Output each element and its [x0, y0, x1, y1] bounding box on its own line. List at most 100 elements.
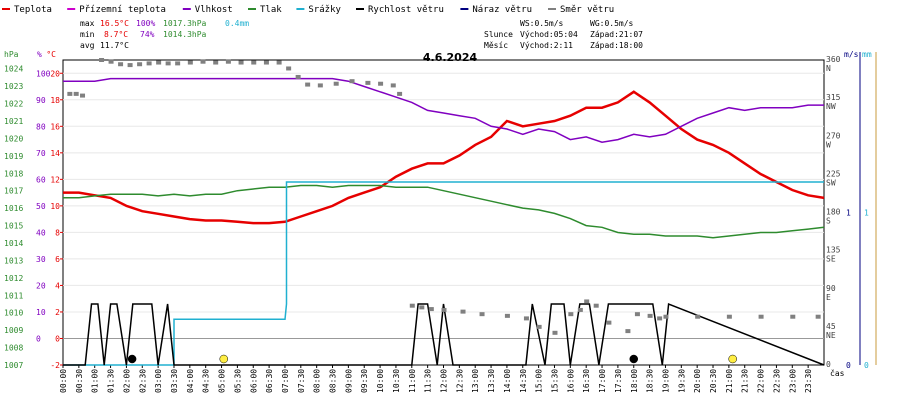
moon-label: Měsíc — [484, 41, 508, 50]
x-tick-label: 23:30 — [804, 369, 813, 393]
wind-dir-point — [606, 320, 612, 325]
wind-dir-compass-label: SW — [826, 178, 836, 187]
x-tick-label: 05:30 — [233, 369, 242, 393]
moonrise-marker — [127, 354, 137, 364]
wind-dir-point — [118, 62, 124, 67]
legend-item: Vlhkost — [195, 5, 233, 15]
wind-dir-point — [127, 63, 133, 68]
temperature-tick-label: 12 — [50, 175, 60, 184]
wind-dir-point — [577, 307, 583, 312]
wind-dir-point — [317, 83, 323, 88]
x-tick-label: 12:30 — [455, 369, 464, 393]
wind-dir-point — [695, 314, 701, 319]
wind-dir-point — [726, 314, 732, 319]
x-tick-label: 13:30 — [487, 369, 496, 393]
sunset-marker — [728, 354, 737, 364]
wind-dir-compass-label: N — [826, 64, 831, 73]
x-tick-label: 10:00 — [376, 369, 385, 393]
x-tick-label: 01:00 — [91, 369, 100, 393]
x-tick-label: 16:30 — [582, 369, 591, 393]
wind-dir-tick-label: 0 — [826, 360, 831, 369]
wind-tick-label: 1 — [846, 209, 851, 218]
wind-dir-point — [165, 61, 171, 66]
stats-block: max 16.5°C 100% 1017.3hPa 0.4mm min 8.7°… — [80, 19, 249, 50]
wind-dir-point — [156, 60, 162, 65]
x-tick-label: 17:00 — [598, 369, 607, 393]
wind-dir-tick-label: 45 — [826, 322, 836, 331]
temperature-tick-label: 16 — [50, 122, 60, 131]
pressure-tick-label: 1012 — [4, 274, 23, 283]
stat-min-temp: 8.7°C — [104, 30, 128, 39]
humidity-tick-label: 80 — [36, 122, 46, 131]
wind-dir-point — [593, 303, 599, 308]
x-tick-label: 18:00 — [630, 369, 639, 393]
pressure-tick-label: 1019 — [4, 152, 23, 161]
rain-unit: mm — [862, 50, 872, 59]
pressure-tick-label: 1017 — [4, 187, 23, 196]
sun-set: Západ:21:07 — [590, 30, 643, 39]
wind-dir-point — [504, 313, 510, 318]
wind-dir-compass-label: NE — [826, 331, 836, 340]
x-tick-label: 09:00 — [344, 369, 353, 393]
wind-dir-point — [305, 82, 311, 87]
rain-tick-label: 0 — [864, 361, 869, 370]
wind-dir-point — [146, 61, 152, 66]
wind-dir-point — [409, 303, 415, 308]
humidity-tick-label: 10 — [36, 308, 46, 317]
x-tick-label: 04:00 — [186, 369, 195, 393]
x-tick-label: 14:30 — [519, 369, 528, 393]
wind-dir-point — [225, 59, 231, 64]
stat-avg-temp: 11.7°C — [100, 41, 129, 50]
sunrise-marker — [219, 354, 229, 364]
wind-dir-tick-label: 270 — [826, 131, 841, 140]
stat-min-hum: 74% — [140, 30, 155, 39]
wind-dir-point — [460, 309, 466, 314]
wind-dir-point — [137, 62, 143, 67]
wind-dir-point — [378, 81, 384, 86]
humidity-tick-label: 0 — [36, 334, 41, 343]
wind-dir-point — [441, 307, 447, 312]
wind-dir-point — [286, 66, 292, 71]
x-tick-label: 01:30 — [107, 369, 116, 393]
wind-dir-tick-label: 90 — [826, 284, 836, 293]
temperature-tick-label: 4 — [55, 281, 60, 290]
x-tick-label: 00:00 — [59, 369, 68, 393]
pressure-tick-label: 1016 — [4, 204, 23, 213]
wind-dir-point — [80, 93, 86, 98]
stat-max-rain: 0.4mm — [225, 19, 249, 28]
wind-dir-tick-label: 360 — [826, 55, 841, 64]
moon-set: Západ:18:00 — [590, 41, 643, 50]
axes: hPa1024102310221021102010191018101710161… — [4, 50, 877, 393]
wind-dir-point — [634, 312, 640, 317]
wind-dir-point — [390, 83, 396, 88]
wind-tick-label: 0 — [846, 361, 851, 370]
wind-dir-point — [187, 60, 193, 65]
pressure-tick-label: 1014 — [4, 239, 23, 248]
pressure-tick-label: 1011 — [4, 291, 23, 300]
x-tick-label: 11:30 — [424, 369, 433, 393]
wind-dir-compass-label: SE — [826, 255, 836, 264]
x-tick-label: 06:30 — [265, 369, 274, 393]
wind-dir-point — [790, 314, 796, 319]
x-axis-label: čas — [830, 368, 845, 378]
wind-dir-point — [584, 299, 590, 304]
wind-dir-point — [625, 329, 631, 334]
wind-dir-point — [213, 60, 219, 65]
x-tick-label: 07:00 — [281, 369, 290, 393]
temperature-tick-label: 6 — [55, 255, 60, 264]
x-tick-label: 19:30 — [677, 369, 686, 393]
x-tick-label: 21:30 — [741, 369, 750, 393]
chart-title: 4.6.2024 — [423, 51, 478, 64]
x-tick-label: 22:30 — [772, 369, 781, 393]
wind-speed-info: WS:0.5m/s — [520, 19, 564, 28]
x-tick-label: 04:30 — [202, 369, 211, 393]
x-tick-label: 12:00 — [440, 369, 449, 393]
stat-max-hum: 100% — [136, 19, 155, 28]
x-tick-label: 07:30 — [297, 369, 306, 393]
pressure-tick-label: 1018 — [4, 169, 23, 178]
x-tick-label: 17:30 — [614, 369, 623, 393]
wind-info: WS:0.5m/s WG:0.5m/s Slunce Východ:05:04 … — [484, 19, 643, 50]
wind-dir-point — [815, 314, 821, 319]
